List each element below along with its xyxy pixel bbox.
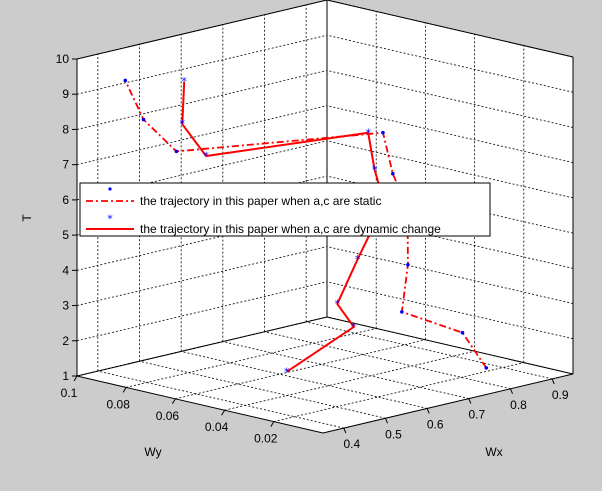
x-axis-line — [322, 373, 574, 434]
z-tick-label: 1 — [62, 369, 69, 383]
axis-lines — [72, 0, 574, 434]
grid-line — [76, 105, 328, 166]
legend-box — [79, 182, 491, 237]
y-tick-label: 0.04 — [205, 420, 229, 434]
data-point-dynamic: * — [372, 163, 378, 176]
y-tick-mark — [122, 387, 127, 393]
z-tick-label: 4 — [62, 263, 69, 277]
data-point-static — [174, 149, 179, 154]
z-tick-label: 6 — [62, 193, 69, 207]
z-tick-label: 5 — [62, 228, 69, 242]
y-tick-mark — [171, 398, 176, 405]
x-tick-label: 0.8 — [510, 398, 527, 412]
grid-line — [76, 140, 328, 201]
grid-line — [224, 350, 475, 411]
data-point-static — [406, 262, 410, 267]
x-axis-label: Wx — [485, 445, 502, 459]
x-tick-mark — [385, 418, 388, 424]
x-tick-mark — [510, 388, 513, 394]
legend-entry-dynamic: * the trajectory in this paper when a,c … — [86, 213, 441, 236]
x-tick-label: 0.6 — [427, 417, 444, 431]
grid-line — [76, 70, 328, 130]
data-point-dynamic: * — [351, 320, 357, 333]
y-tick-label: 0.1 — [61, 386, 78, 400]
legend: the trajectory in this paper when a,c ar… — [79, 182, 491, 237]
y-tick-label: 0.08 — [107, 397, 131, 411]
x-tick-label: 0.7 — [468, 408, 485, 422]
data-point-static — [484, 366, 489, 370]
data-point-static — [141, 117, 146, 122]
z-tick-label: 7 — [62, 158, 69, 172]
grid-line — [76, 281, 328, 342]
x-tick-mark — [551, 378, 555, 385]
data-point-dynamic: * — [355, 253, 361, 266]
data-point-static — [391, 171, 395, 176]
y-axis-line — [76, 375, 324, 434]
floor-back-edge — [76, 316, 328, 377]
y-axis-label: Wy — [144, 445, 161, 459]
grid-line — [175, 339, 426, 400]
data-point-static — [123, 78, 128, 83]
z-axis-label: T — [20, 214, 34, 222]
data-point-dynamic: * — [180, 118, 186, 131]
legend-entry-static: the trajectory in this paper when a,c ar… — [86, 187, 381, 208]
y-tick-mark — [221, 409, 226, 416]
z-tick-label: 2 — [62, 334, 69, 348]
grid-line — [76, 246, 328, 306]
y-tick-label: 0.06 — [156, 409, 180, 423]
data-point-static — [460, 330, 465, 335]
z-tick-label: 10 — [56, 52, 70, 66]
x-tick-mark — [343, 427, 347, 434]
y-tick-mark — [73, 375, 78, 382]
x-tick-label: 0.4 — [343, 437, 360, 451]
x-tick-label: 0.9 — [552, 388, 569, 402]
tick-labels: 0.4 0.5 0.6 0.7 0.8 0.9 0.1 0.08 0.06 0.04 0.02 1 2 3… — [56, 52, 569, 451]
top-back-edge — [76, 0, 328, 60]
data-point-static — [381, 130, 385, 135]
legend-marker-asterisk: * — [107, 213, 113, 226]
grid-line — [76, 34, 328, 95]
data-point-dynamic: * — [203, 149, 209, 162]
legend-label-dynamic: the trajectory in this paper when a,c ar… — [140, 222, 441, 236]
x-tick-label: 0.5 — [385, 427, 402, 441]
grid-line — [273, 362, 524, 422]
data-point-dynamic: * — [284, 365, 290, 378]
legend-label-static: the trajectory in this paper when a,c ar… — [140, 194, 381, 208]
data-point-dynamic: * — [335, 297, 341, 310]
floor-pane — [77, 317, 573, 433]
y-tick-mark — [270, 421, 275, 427]
x-tick-mark — [426, 408, 430, 414]
top-side-edge — [326, 0, 574, 58]
data-point-dynamic: * — [181, 75, 187, 88]
z-tick-label: 8 — [62, 122, 69, 136]
grid-line — [76, 210, 328, 271]
x-tick-mark — [468, 398, 472, 404]
z-tick-label: 9 — [62, 87, 69, 101]
legend-marker-dot — [108, 187, 112, 191]
data-point-dynamic: * — [365, 126, 371, 139]
floor-side-edge — [326, 316, 574, 375]
data-point-static — [400, 310, 404, 314]
grid-line — [126, 328, 377, 388]
z-tick-label: 3 — [62, 299, 69, 313]
y-tick-label: 0.02 — [254, 432, 278, 446]
